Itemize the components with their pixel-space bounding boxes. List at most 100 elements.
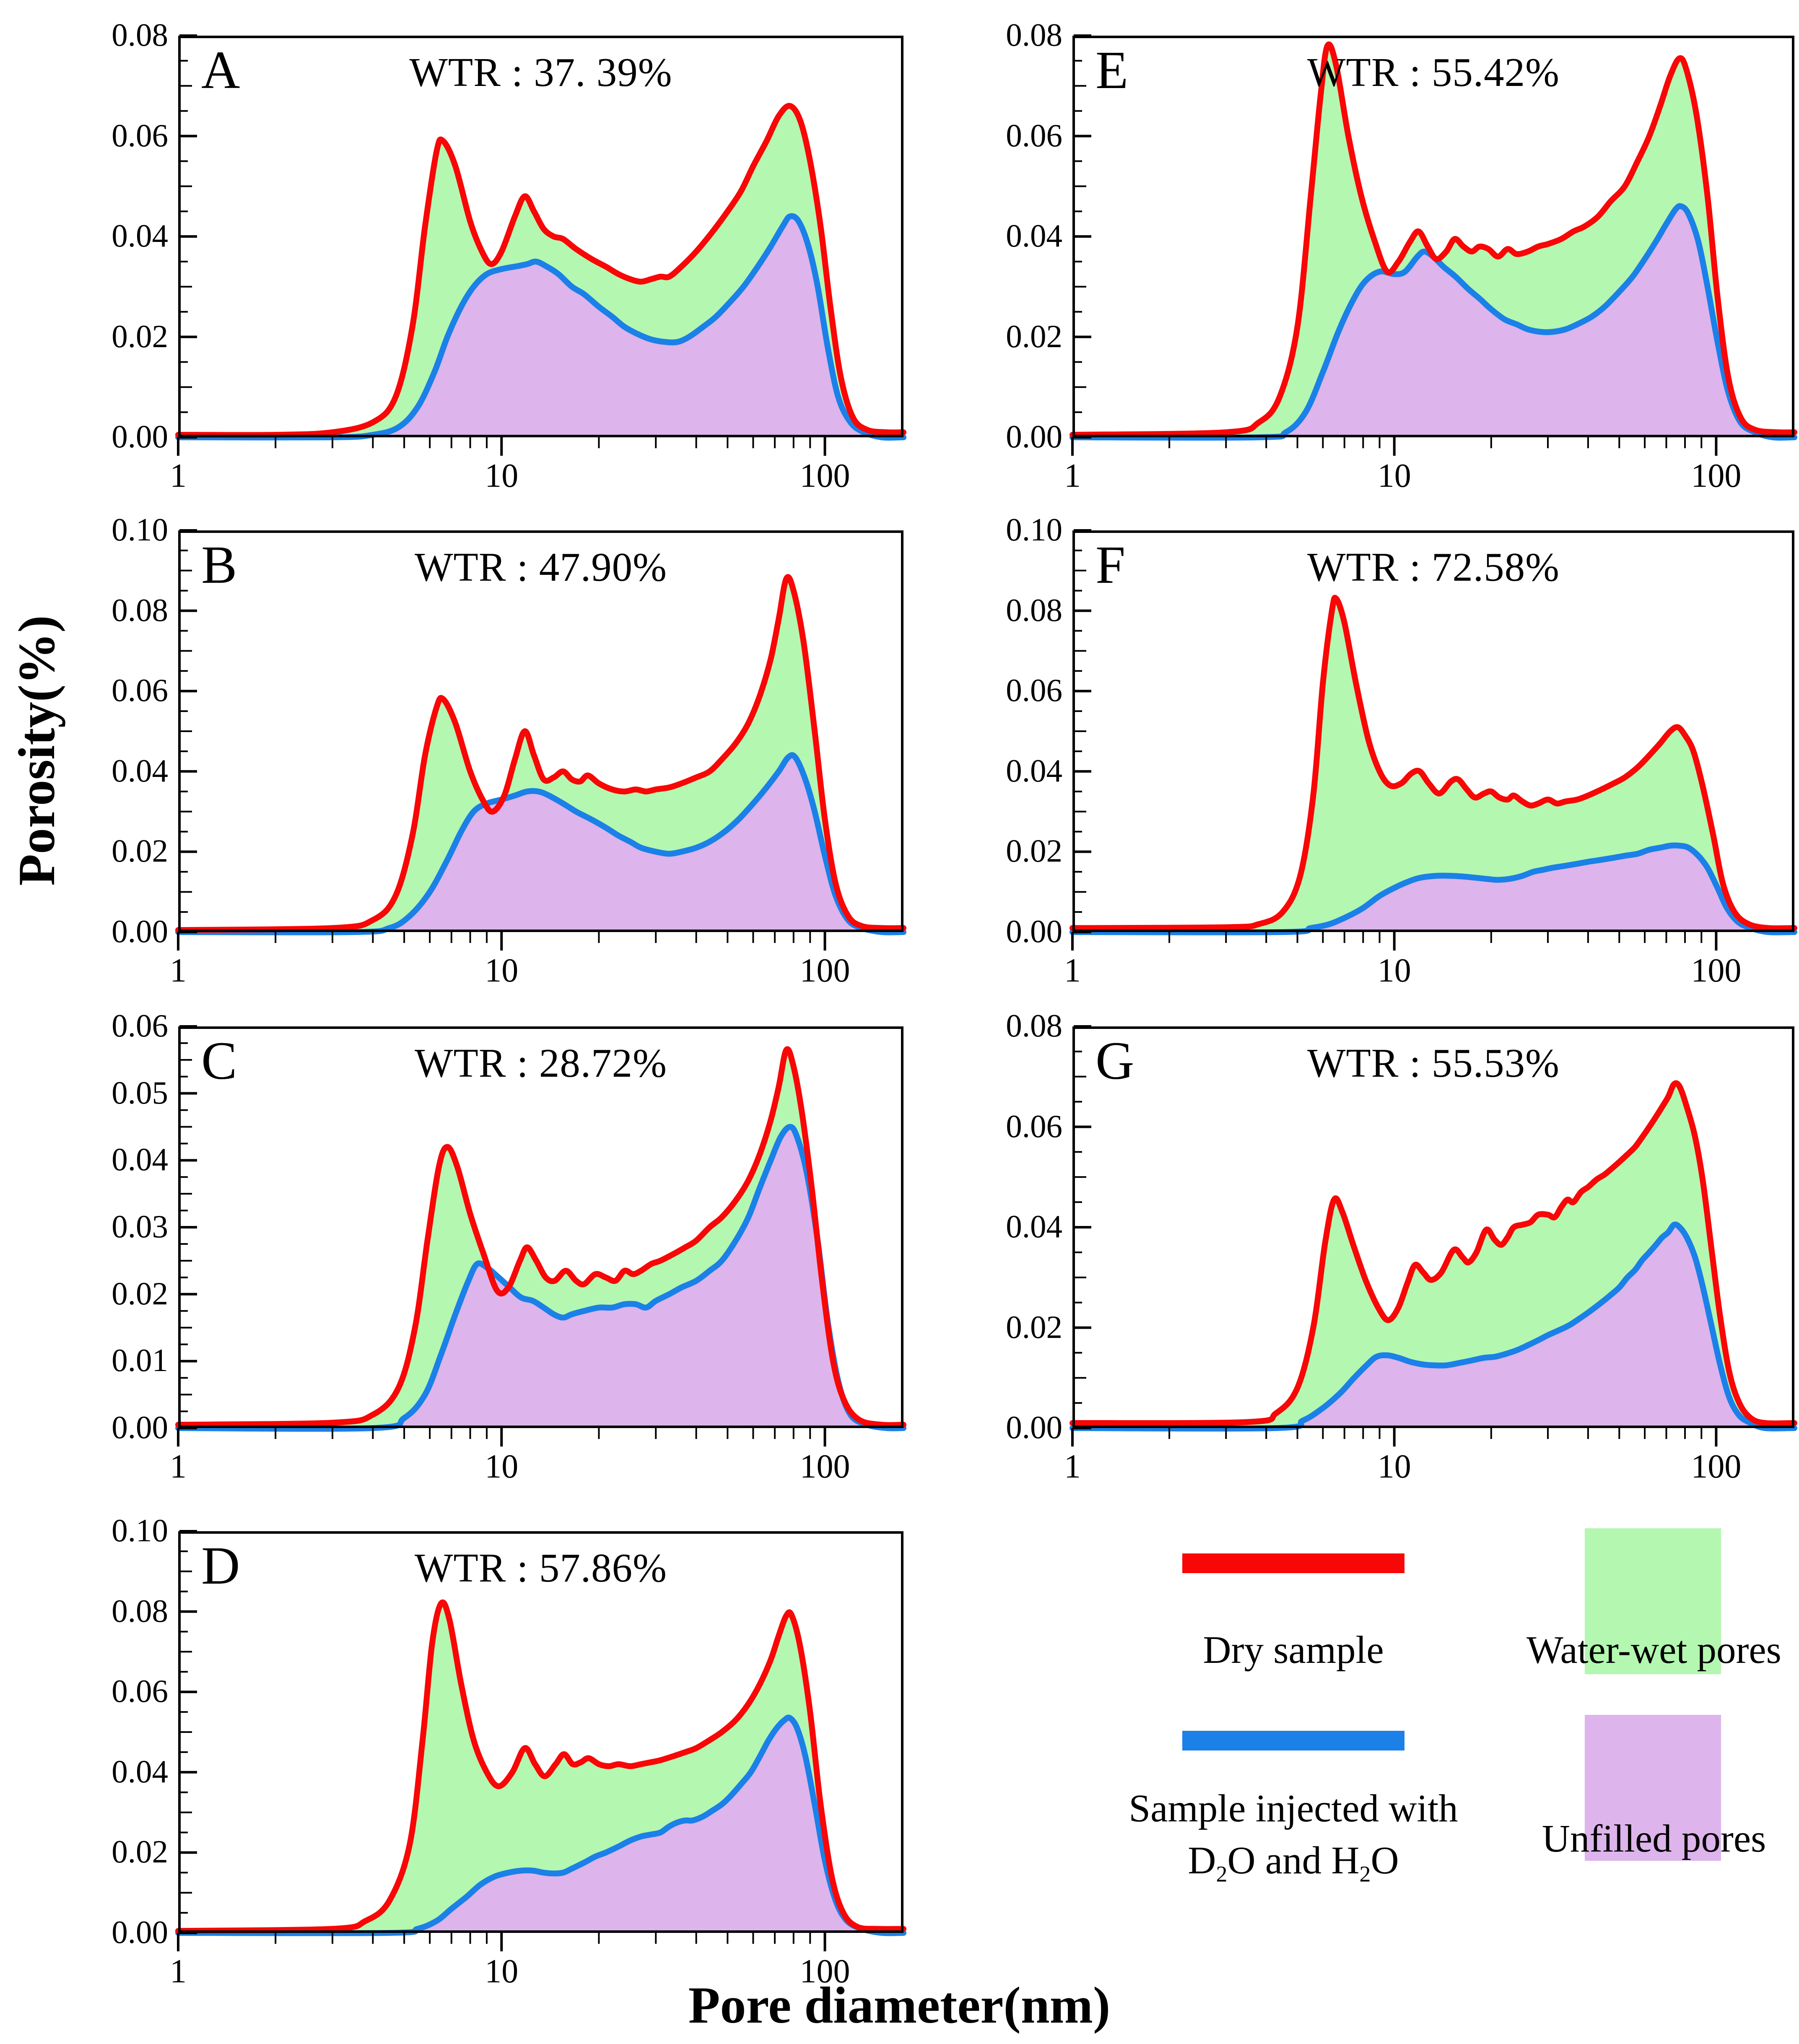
y-tick-label: 0.10 — [112, 1512, 168, 1548]
y-tick-label: 0.08 — [1006, 592, 1062, 628]
y-tick-label: 0.08 — [1006, 17, 1062, 53]
legend-dry-sample-label: Dry sample — [1203, 1628, 1384, 1672]
subplot-letter-B: B — [201, 535, 237, 595]
y-tick-label: 0.06 — [1006, 672, 1062, 709]
y-tick-label: 0.00 — [1006, 913, 1062, 949]
y-tick-label: 0.00 — [112, 418, 168, 455]
y-axis-title: Porosity(%) — [8, 615, 65, 886]
legend-water-wet-label: Water-wet pores — [1526, 1628, 1781, 1672]
plot-canvas-C — [175, 1025, 906, 1447]
x-tick-label: 100 — [1691, 457, 1742, 494]
x-tick-label: 100 — [1691, 1448, 1742, 1485]
y-tick-label: 0.00 — [112, 1914, 168, 1950]
x-tick-label: 1 — [1064, 457, 1081, 494]
plot-canvas-D — [175, 1530, 906, 1951]
y-tick-label: 0.02 — [1006, 318, 1062, 354]
x-tick-label: 10 — [1377, 952, 1411, 989]
x-tick-label: 1 — [1064, 1448, 1081, 1485]
y-tick-label: 0.02 — [112, 1834, 168, 1870]
y-tick-label: 0.10 — [112, 512, 168, 548]
subplot-letter-G: G — [1095, 1031, 1134, 1091]
wtr-annotation-F: WTR : 72.58% — [1307, 545, 1560, 590]
y-tick-label: 0.00 — [112, 913, 168, 949]
y-tick-label: 0.06 — [1006, 117, 1062, 153]
subplot-G: G WTR : 55.53% 0.00 0.02 0.04 0.06 0.08 1 10 10… — [1006, 1010, 1797, 1483]
plot-canvas-B — [175, 529, 906, 951]
y-tick-label: 0.02 — [112, 318, 168, 354]
y-tick-label: 0.10 — [1006, 512, 1062, 548]
x-axis-title: Pore diameter(nm) — [688, 1976, 1111, 2034]
y-tick-label: 0.08 — [112, 1592, 168, 1629]
subplot-F: F WTR : 72.58% 0.00 0.02 0.04 0.06 0.08 0.10 1… — [1006, 514, 1797, 987]
wtr-annotation-E: WTR : 55.42% — [1307, 50, 1560, 95]
y-tick-label: 0.04 — [1006, 1208, 1062, 1244]
plot-canvas-A — [175, 34, 906, 456]
x-tick-label: 10 — [485, 952, 519, 989]
y-tick-label: 0.04 — [112, 218, 168, 254]
y-tick-label: 0.04 — [112, 752, 168, 789]
legend-unfilled-swatch — [1585, 1715, 1721, 1861]
wtr-annotation-C: WTR : 28.72% — [414, 1041, 667, 1086]
y-tick-label: 0.05 — [112, 1074, 168, 1111]
subplot-letter-C: C — [201, 1031, 237, 1091]
subplot-D: D WTR : 57.86% 0.00 0.02 0.04 0.06 0.08 0.10 1… — [112, 1514, 906, 1988]
y-tick-label: 0.02 — [112, 833, 168, 869]
y-tick-label: 0.04 — [1006, 752, 1062, 789]
plot-canvas-F — [1070, 529, 1797, 951]
x-tick-label: 1 — [170, 1953, 187, 1990]
subplot-B: B WTR : 47.90% 0.00 0.02 0.04 0.06 0.08 0.10 1… — [112, 514, 906, 987]
y-tick-label: 0.06 — [112, 1673, 168, 1709]
subplot-C: C WTR : 28.72% 0.00 0.01 0.02 0.03 0.04 0.05 0… — [112, 1010, 906, 1483]
y-tick-label: 0.03 — [112, 1208, 168, 1244]
legend-water-wet-swatch — [1585, 1528, 1721, 1674]
x-tick-label: 10 — [1377, 1448, 1411, 1485]
x-tick-label: 1 — [170, 952, 187, 989]
x-tick-label: 1 — [170, 457, 187, 494]
y-tick-label: 0.00 — [112, 1409, 168, 1445]
y-tick-label: 0.02 — [112, 1275, 168, 1312]
y-tick-label: 0.06 — [112, 672, 168, 709]
x-tick-label: 10 — [485, 1953, 519, 1990]
x-tick-label: 1 — [1064, 952, 1081, 989]
subplot-letter-E: E — [1095, 40, 1129, 100]
wtr-annotation-A: WTR : 37. 39% — [409, 50, 672, 95]
y-tick-label: 0.01 — [112, 1342, 168, 1379]
y-tick-label: 0.08 — [112, 17, 168, 53]
subplot-letter-A: A — [201, 40, 240, 100]
wtr-annotation-B: WTR : 47.90% — [414, 545, 667, 590]
y-tick-label: 0.02 — [1006, 1309, 1062, 1345]
x-tick-label: 100 — [800, 952, 850, 989]
y-tick-label: 0.00 — [1006, 1409, 1062, 1445]
y-tick-label: 0.08 — [112, 592, 168, 628]
x-tick-label: 10 — [1377, 457, 1411, 494]
y-tick-label: 0.04 — [112, 1141, 168, 1178]
subplot-letter-F: F — [1095, 535, 1126, 595]
y-tick-label: 0.06 — [1006, 1108, 1062, 1144]
x-tick-label: 100 — [1691, 952, 1742, 989]
x-tick-label: 1 — [170, 1448, 187, 1485]
subplot-E: E WTR : 55.42% 0.00 0.02 0.04 0.06 0.08 1 10 10… — [1006, 19, 1797, 493]
y-tick-label: 0.02 — [1006, 833, 1062, 869]
legend-injected-label-line2: D2O and H2O — [1188, 1839, 1399, 1887]
y-tick-label: 0.04 — [112, 1753, 168, 1789]
legend-blue-line-swatch — [1182, 1731, 1404, 1751]
y-tick-label: 0.06 — [112, 1008, 168, 1044]
wtr-annotation-G: WTR : 55.53% — [1307, 1041, 1560, 1086]
subplot-A: A WTR : 37. 39% 0.00 0.02 0.04 0.06 0.08 1 10 1… — [112, 19, 906, 493]
y-tick-label: 0.00 — [1006, 418, 1062, 455]
x-tick-label: 100 — [800, 457, 850, 494]
y-tick-label: 0.04 — [1006, 218, 1062, 254]
legend-red-line-swatch — [1182, 1553, 1404, 1573]
wtr-annotation-D: WTR : 57.86% — [414, 1545, 667, 1590]
y-tick-label: 0.06 — [112, 117, 168, 153]
plot-canvas-G — [1070, 1025, 1797, 1447]
plot-canvas-E — [1070, 34, 1797, 456]
x-tick-label: 10 — [485, 457, 519, 494]
subplot-letter-D: D — [201, 1536, 240, 1595]
x-tick-label: 100 — [800, 1448, 850, 1485]
y-tick-label: 0.08 — [1006, 1008, 1062, 1044]
legend-injected-label-line1: Sample injected with — [1129, 1787, 1458, 1830]
x-tick-label: 10 — [485, 1448, 519, 1485]
x-tick-label: 100 — [800, 1953, 850, 1990]
